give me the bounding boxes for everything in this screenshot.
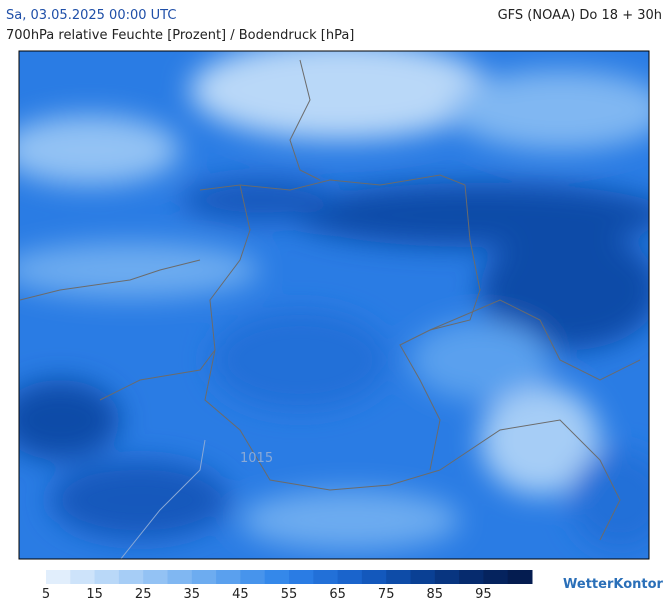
legend-swatch bbox=[94, 570, 120, 584]
legend-swatch bbox=[483, 570, 509, 584]
subtitle: 700hPa relative Feuchte [Prozent] / Bode… bbox=[6, 28, 354, 43]
legend-swatch bbox=[191, 570, 217, 584]
legend-swatch bbox=[434, 570, 460, 584]
legend-swatch bbox=[264, 570, 290, 584]
logo: WetterKontor bbox=[563, 577, 664, 592]
map-frame bbox=[18, 50, 650, 560]
legend-tick-label: 95 bbox=[475, 587, 492, 600]
legend-swatch bbox=[313, 570, 339, 584]
isobar-label: 1015 bbox=[240, 451, 273, 466]
legend-swatch bbox=[289, 570, 314, 584]
legend-tick-label: 35 bbox=[184, 587, 201, 600]
legend-tick-label: 5 bbox=[42, 587, 50, 600]
borders bbox=[19, 59, 641, 559]
color-legend: 5 15 25 35 45 55 65 75 85 95 bbox=[42, 570, 533, 602]
legend-swatch bbox=[361, 570, 387, 584]
date-title: Sa, 03.05.2025 00:00 UTC bbox=[6, 8, 176, 23]
legend-swatch bbox=[118, 570, 144, 584]
humidity-field: 1015 bbox=[19, 51, 649, 559]
legend-swatch bbox=[143, 570, 168, 584]
legend-swatch bbox=[216, 570, 241, 584]
legend-swatch bbox=[46, 570, 71, 584]
legend-swatch bbox=[240, 570, 266, 584]
legend-swatch bbox=[337, 570, 363, 584]
legend-tick-label: 55 bbox=[281, 587, 298, 600]
legend-tick-label: 75 bbox=[378, 587, 395, 600]
legend-swatch bbox=[507, 570, 533, 584]
legend-swatch bbox=[410, 570, 436, 584]
legend-swatch bbox=[459, 570, 484, 584]
legend-swatch bbox=[70, 570, 96, 584]
legend-swatch bbox=[386, 570, 411, 584]
legend-swatch bbox=[167, 570, 193, 584]
legend-tick-label: 25 bbox=[135, 587, 152, 600]
legend-tick-label: 45 bbox=[232, 587, 249, 600]
legend-tick-label: 85 bbox=[427, 587, 444, 600]
legend-tick-label: 15 bbox=[86, 587, 103, 600]
model-info: GFS (NOAA) Do 18 + 30h bbox=[498, 8, 662, 23]
legend-tick-label: 65 bbox=[329, 587, 346, 600]
